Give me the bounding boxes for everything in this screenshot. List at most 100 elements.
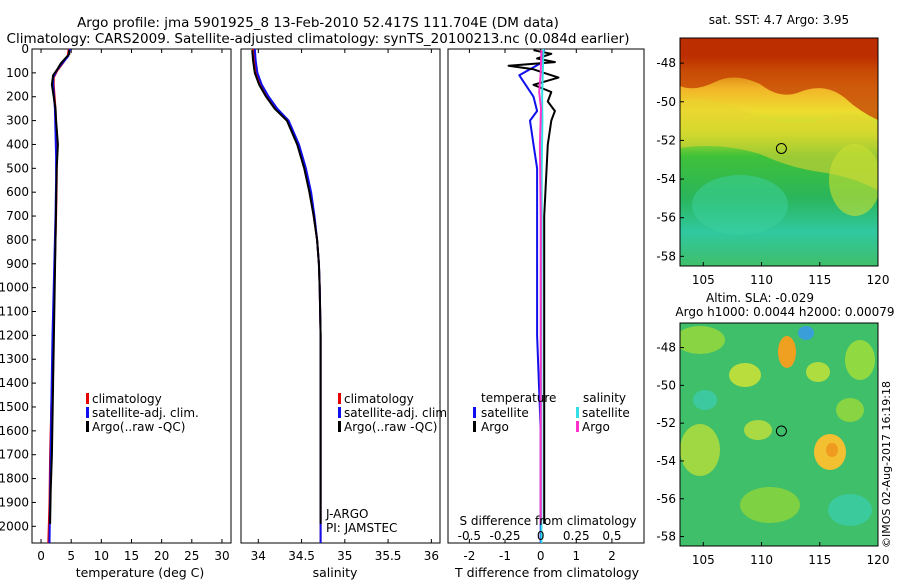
x-tick-label: 36 — [424, 549, 439, 563]
t-difference-axis: -2 -1 0 1 2 — [463, 49, 616, 563]
y-tick-label: 1100 — [0, 305, 29, 319]
s-tick-label: 0.25 — [563, 529, 590, 543]
legend-swatch-satellite — [338, 407, 341, 418]
x-tick-label: -2 — [463, 549, 475, 563]
map-y-tick-label: -50 — [656, 378, 676, 392]
legend-title-temperature: temperature — [481, 391, 556, 405]
y-tick-label: 1500 — [0, 400, 29, 414]
x-tick-label: 1 — [572, 549, 580, 563]
y-tick-label: 1200 — [0, 328, 29, 342]
pi-annotation-2: PI: JAMSTEC — [326, 521, 397, 535]
s-difference-axis-label: S difference from climatology — [460, 514, 637, 528]
legend-label-s-satellite: satellite — [582, 406, 630, 420]
series-line-argo-raw-qc- — [251, 50, 322, 524]
temperature-xlabel: temperature (deg C) — [76, 565, 205, 580]
s-tick-label: -0.25 — [489, 529, 520, 543]
legend-swatch-s-satellite — [576, 407, 579, 418]
y-tick-label: 1400 — [0, 376, 29, 390]
temperature-legend: climatology satellite-adj. clim. Argo(..… — [86, 392, 199, 434]
difference-legend: temperature salinity satellite Argo sate… — [473, 391, 630, 434]
watermark: ©IMOS 02-Aug-2017 16:19:18 — [880, 381, 893, 548]
y-tick-label: 400 — [6, 137, 29, 151]
map-y-tick-label: -54 — [656, 454, 676, 468]
map-y-tick-label: -58 — [656, 530, 676, 544]
sst-yellow-band — [680, 99, 878, 190]
argo-location-marker — [775, 143, 787, 154]
x-tick-label: 10 — [94, 549, 109, 563]
legend-label-s-argo: Argo — [582, 420, 610, 434]
salinity-xlabel: salinity — [313, 565, 358, 580]
legend-label-climatology: climatology — [344, 392, 414, 406]
map-x-tick-label: 115 — [808, 553, 831, 567]
y-tick-label: 200 — [6, 90, 29, 104]
y-tick-label: 700 — [6, 209, 29, 223]
y-tick-label: 800 — [6, 233, 29, 247]
sst-map-panel: sat. SST: 4.7 Argo: 3.95 105 110 115 120 -48… — [656, 13, 889, 287]
y-tick-label: 1700 — [0, 448, 29, 462]
legend-title-salinity: salinity — [583, 391, 626, 405]
map-y-tick-label: -48 — [656, 56, 676, 70]
x-tick-label: 15 — [124, 549, 139, 563]
sst-warm-region — [680, 38, 878, 120]
x-tick-label: 25 — [184, 549, 199, 563]
sst-map-title: sat. SST: 4.7 Argo: 3.95 — [709, 13, 849, 27]
map-x-tick-label: 115 — [808, 273, 831, 287]
x-tick-label: 35.5 — [375, 549, 402, 563]
map-y-tick-label: -56 — [656, 492, 676, 506]
salinity-axis: 34 34.5 35 35.5 36 — [251, 49, 439, 563]
depth-axis: 0 100 200 300 400 500 600 700 800 900 1000 1100 1200… — [0, 42, 36, 533]
y-tick-label: 600 — [6, 185, 29, 199]
sst-map-frame — [679, 37, 879, 267]
y-tick-label: 100 — [6, 66, 29, 80]
difference-lines — [507, 48, 560, 543]
salinity-plot-frame — [240, 48, 441, 544]
x-tick-label: 30 — [214, 549, 229, 563]
salinity-legend: climatology satellite-adj. clim. Argo(..… — [338, 392, 451, 434]
x-tick-label: 34 — [251, 549, 266, 563]
map-x-tick-label: 110 — [750, 273, 773, 287]
x-tick-label: 2 — [608, 549, 616, 563]
y-tick-label: 0 — [21, 42, 29, 56]
map-x-tick-label: 110 — [750, 553, 773, 567]
y-tick-label: 1000 — [0, 281, 29, 295]
s-tick-label: -0.5 — [458, 529, 481, 543]
temperature-lines — [47, 48, 71, 544]
legend-swatch-argo — [338, 421, 341, 432]
map-x-tick-label: 120 — [867, 553, 890, 567]
legend-swatch-t-satellite — [473, 407, 476, 418]
legend-swatch-t-argo — [473, 421, 476, 432]
x-tick-label: 34.5 — [288, 549, 315, 563]
series-line-s-argo — [538, 50, 543, 524]
x-tick-label: 0 — [37, 549, 45, 563]
legend-label-argo: Argo(..raw -QC) — [344, 420, 437, 434]
legend-label-satellite: satellite-adj. clim. — [92, 406, 199, 420]
map-x-tick-label: 105 — [692, 553, 715, 567]
pi-annotation-1: J-ARGO — [325, 507, 368, 521]
legend-label-argo: Argo(..raw -QC) — [92, 420, 185, 434]
s-tick-label: 0.5 — [602, 529, 621, 543]
temperature-axis: 0 5 10 15 20 25 30 — [37, 49, 230, 563]
legend-label-climatology: climatology — [92, 392, 162, 406]
argo-location-marker — [775, 425, 787, 437]
x-tick-label: 5 — [67, 549, 75, 563]
legend-swatch-argo — [86, 421, 89, 432]
legend-label-satellite: satellite-adj. clim. — [344, 406, 451, 420]
y-tick-label: 1300 — [0, 352, 29, 366]
sla-map-subtitle: Argo h1000: 0.0044 h2000: 0.00079 — [675, 305, 894, 319]
header-line1: Argo profile: jma 5901925_8 13-Feb-2010 … — [77, 15, 559, 31]
salinity-lines — [251, 48, 322, 543]
y-tick-label: 1600 — [0, 424, 29, 438]
sla-map-panel: Altim. SLA: -0.029 Argo h1000: 0.0044 h2… — [656, 291, 894, 567]
legend-swatch-satellite — [86, 407, 89, 418]
map-x-tick-label: 120 — [867, 273, 890, 287]
temperature-panel: 0100200300400500600700800900100011001200… — [0, 42, 232, 580]
sla-map-frame — [679, 322, 879, 547]
y-tick-label: 1900 — [0, 495, 29, 509]
sla-map-axes: 105 110 115 120 -48 -50 -52 -54 -56 -58 — [656, 341, 889, 567]
legend-label-t-argo: Argo — [481, 420, 509, 434]
sla-map-title: Altim. SLA: -0.029 — [706, 291, 814, 305]
map-y-tick-label: -52 — [656, 133, 676, 147]
t-difference-xlabel: T difference from climatology — [454, 565, 640, 580]
map-y-tick-label: -56 — [656, 211, 676, 225]
